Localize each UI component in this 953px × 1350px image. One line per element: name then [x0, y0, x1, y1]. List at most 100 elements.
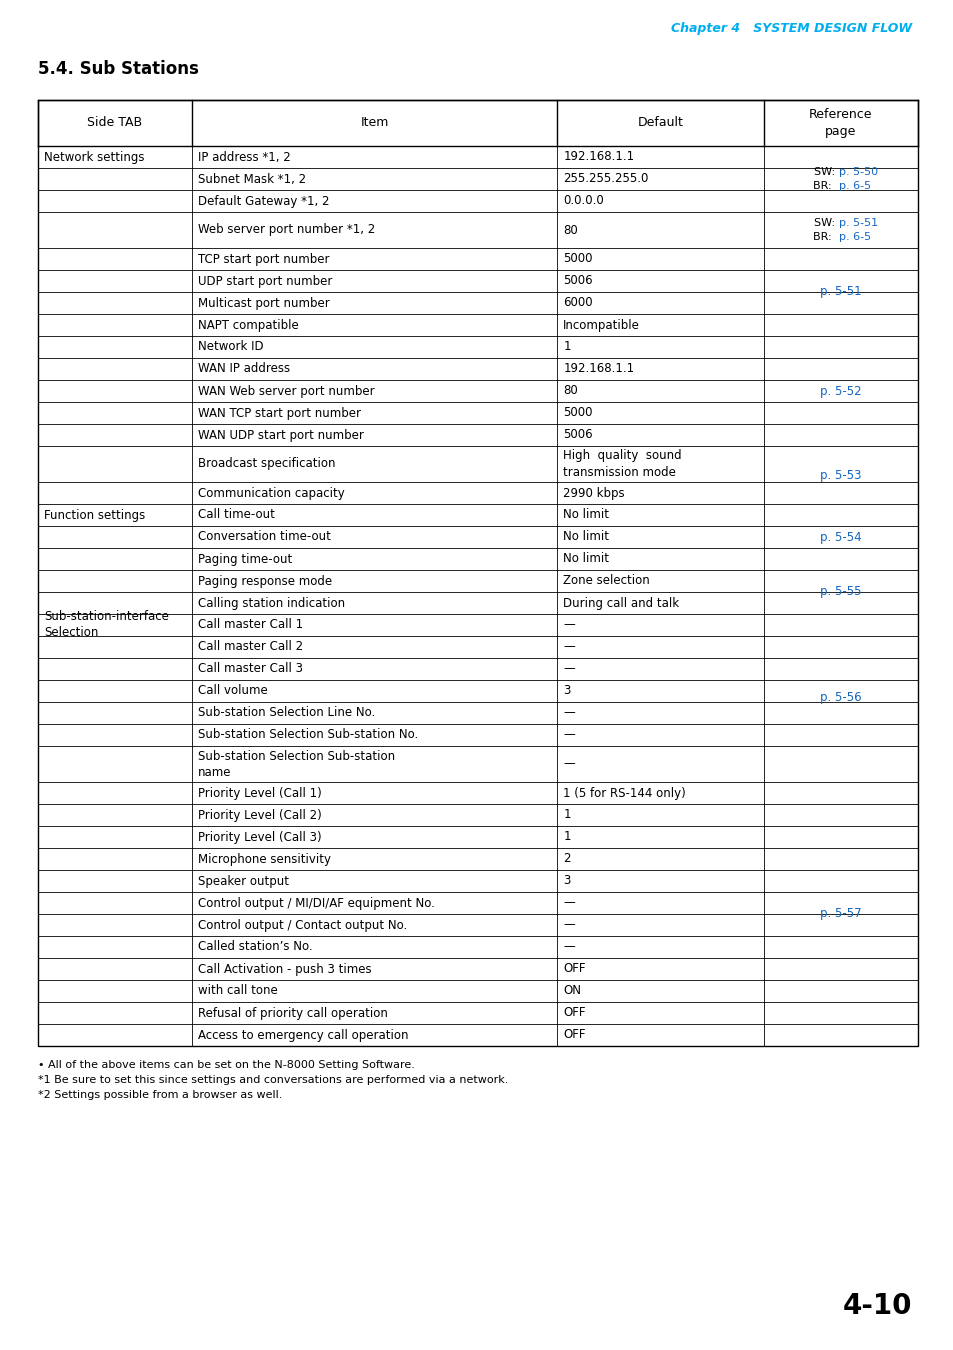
Text: p. 5-54: p. 5-54	[820, 531, 861, 544]
Text: Microphone sensitivity: Microphone sensitivity	[198, 852, 331, 865]
Text: Network ID: Network ID	[198, 340, 263, 354]
Text: Speaker output: Speaker output	[198, 875, 289, 887]
Text: BR:: BR:	[813, 232, 838, 242]
Text: 255.255.255.0: 255.255.255.0	[562, 173, 648, 185]
Text: *2 Settings possible from a browser as well.: *2 Settings possible from a browser as w…	[38, 1089, 282, 1100]
Text: Conversation time-out: Conversation time-out	[198, 531, 331, 544]
Text: —: —	[562, 941, 575, 953]
Text: Default Gateway *1, 2: Default Gateway *1, 2	[198, 194, 329, 208]
Text: 5006: 5006	[562, 274, 592, 288]
Text: —: —	[562, 706, 575, 720]
Text: 6000: 6000	[562, 297, 592, 309]
Text: WAN IP address: WAN IP address	[198, 363, 290, 375]
Text: Access to emergency call operation: Access to emergency call operation	[198, 1029, 408, 1041]
Text: —: —	[562, 729, 575, 741]
Text: SW:: SW:	[814, 217, 838, 228]
Text: —: —	[562, 896, 575, 910]
Text: ON: ON	[562, 984, 580, 998]
Text: —: —	[562, 640, 575, 653]
Text: 1 (5 for RS-144 only): 1 (5 for RS-144 only)	[562, 787, 685, 799]
Text: p. 6-5: p. 6-5	[838, 181, 870, 190]
Text: p. 5-57: p. 5-57	[820, 907, 861, 921]
Text: Subnet Mask *1, 2: Subnet Mask *1, 2	[198, 173, 306, 185]
Text: 192.168.1.1: 192.168.1.1	[562, 150, 634, 163]
Text: • All of the above items can be set on the N-8000 Setting Software.: • All of the above items can be set on t…	[38, 1060, 415, 1071]
Text: Web server port number *1, 2: Web server port number *1, 2	[198, 224, 375, 236]
Text: 80: 80	[562, 224, 578, 236]
Text: Priority Level (Call 2): Priority Level (Call 2)	[198, 809, 321, 822]
Text: p. 5-51: p. 5-51	[838, 217, 877, 228]
Text: Item: Item	[360, 116, 389, 130]
Text: NAPT compatible: NAPT compatible	[198, 319, 298, 332]
Text: TCP start port number: TCP start port number	[198, 252, 329, 266]
Text: —: —	[562, 618, 575, 632]
Text: WAN UDP start port number: WAN UDP start port number	[198, 428, 363, 441]
Text: During call and talk: During call and talk	[562, 597, 679, 609]
Text: WAN TCP start port number: WAN TCP start port number	[198, 406, 360, 420]
Text: OFF: OFF	[562, 1007, 585, 1019]
Text: Communication capacity: Communication capacity	[198, 486, 344, 500]
Text: Call volume: Call volume	[198, 684, 268, 698]
Text: UDP start port number: UDP start port number	[198, 274, 332, 288]
Text: Sub-station Selection Line No.: Sub-station Selection Line No.	[198, 706, 375, 720]
Text: Called station’s No.: Called station’s No.	[198, 941, 313, 953]
Text: 5000: 5000	[562, 406, 592, 420]
Text: 5006: 5006	[562, 428, 592, 441]
Text: 192.168.1.1: 192.168.1.1	[562, 363, 634, 375]
Text: 5.4. Sub Stations: 5.4. Sub Stations	[38, 59, 198, 78]
Text: Calling station indication: Calling station indication	[198, 597, 345, 609]
Text: —: —	[562, 918, 575, 932]
Text: 3: 3	[562, 875, 570, 887]
Text: —: —	[562, 757, 575, 771]
Text: 0.0.0.0: 0.0.0.0	[562, 194, 603, 208]
Text: Paging response mode: Paging response mode	[198, 575, 332, 587]
Text: OFF: OFF	[562, 963, 585, 976]
Text: Reference
page: Reference page	[808, 108, 872, 138]
Text: Call master Call 1: Call master Call 1	[198, 618, 303, 632]
Text: Multicast port number: Multicast port number	[198, 297, 330, 309]
Text: 2990 kbps: 2990 kbps	[562, 486, 624, 500]
Text: Call Activation - push 3 times: Call Activation - push 3 times	[198, 963, 372, 976]
Text: Default: Default	[637, 116, 682, 130]
Text: —: —	[562, 663, 575, 675]
Text: Call master Call 2: Call master Call 2	[198, 640, 303, 653]
Text: Call master Call 3: Call master Call 3	[198, 663, 303, 675]
Text: p. 5-55: p. 5-55	[820, 586, 861, 598]
Text: Side TAB: Side TAB	[88, 116, 142, 130]
Text: Call time-out: Call time-out	[198, 509, 274, 521]
Text: WAN Web server port number: WAN Web server port number	[198, 385, 375, 397]
Text: Control output / MI/DI/AF equipment No.: Control output / MI/DI/AF equipment No.	[198, 896, 435, 910]
Text: p. 5-56: p. 5-56	[820, 691, 861, 705]
Text: Broadcast specification: Broadcast specification	[198, 458, 335, 471]
Text: p. 6-5: p. 6-5	[838, 232, 870, 242]
Text: BR:: BR:	[813, 181, 838, 190]
Text: Priority Level (Call 3): Priority Level (Call 3)	[198, 830, 321, 844]
Text: 1: 1	[562, 830, 570, 844]
Text: p. 5-50: p. 5-50	[838, 167, 877, 177]
Text: No limit: No limit	[562, 531, 609, 544]
Text: OFF: OFF	[562, 1029, 585, 1041]
Text: Priority Level (Call 1): Priority Level (Call 1)	[198, 787, 321, 799]
Text: p. 5-51: p. 5-51	[820, 285, 861, 298]
Text: with call tone: with call tone	[198, 984, 277, 998]
Text: Refusal of priority call operation: Refusal of priority call operation	[198, 1007, 388, 1019]
Text: Sub-station-interface
Selection: Sub-station-interface Selection	[44, 610, 169, 640]
Text: No limit: No limit	[562, 552, 609, 566]
Text: 2: 2	[562, 852, 570, 865]
Text: 1: 1	[562, 340, 570, 354]
Text: Sub-station Selection Sub-station No.: Sub-station Selection Sub-station No.	[198, 729, 417, 741]
Text: IP address *1, 2: IP address *1, 2	[198, 150, 291, 163]
Text: Sub-station Selection Sub-station
name: Sub-station Selection Sub-station name	[198, 749, 395, 779]
Text: 1: 1	[562, 809, 570, 822]
Text: Control output / Contact output No.: Control output / Contact output No.	[198, 918, 407, 932]
Text: p. 5-52: p. 5-52	[820, 385, 861, 397]
Text: p. 5-53: p. 5-53	[820, 468, 861, 482]
Text: Chapter 4   SYSTEM DESIGN FLOW: Chapter 4 SYSTEM DESIGN FLOW	[670, 22, 911, 35]
Text: *1 Be sure to set this since settings and conversations are performed via a netw: *1 Be sure to set this since settings an…	[38, 1075, 508, 1085]
Text: Function settings: Function settings	[44, 509, 145, 521]
Text: High  quality  sound
transmission mode: High quality sound transmission mode	[562, 450, 681, 478]
Text: Zone selection: Zone selection	[562, 575, 649, 587]
Text: 80: 80	[562, 385, 578, 397]
Text: No limit: No limit	[562, 509, 609, 521]
Text: 5000: 5000	[562, 252, 592, 266]
